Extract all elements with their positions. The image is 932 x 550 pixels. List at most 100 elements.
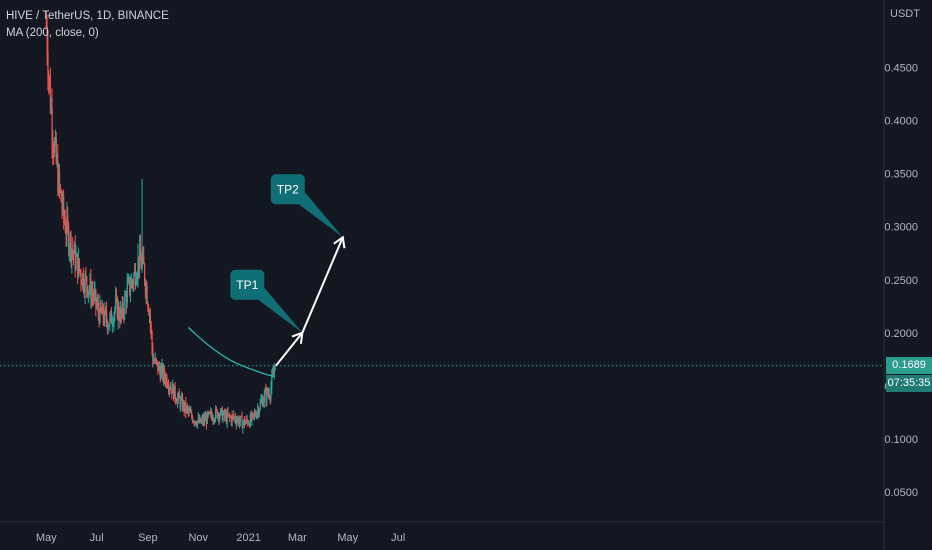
candle-up: [114, 308, 116, 315]
candle-up: [130, 279, 133, 289]
indicator-title[interactable]: MA (200, close, 0): [6, 27, 99, 39]
price-tick-label: 0.4000: [884, 116, 918, 128]
candle-down: [183, 402, 185, 411]
candle-down: [70, 235, 72, 260]
candle-up: [158, 364, 160, 371]
candle-down: [90, 279, 92, 301]
candle-down: [210, 412, 213, 417]
candle-down: [191, 416, 194, 422]
candle-up: [253, 413, 256, 415]
candle-down: [118, 305, 120, 318]
candle-up: [220, 408, 223, 410]
candle-down: [193, 421, 195, 423]
current-price-label: 0.1689: [886, 357, 932, 374]
candle-down: [254, 413, 256, 416]
candle-up: [205, 416, 207, 422]
candle-up: [163, 368, 165, 379]
candle-up: [203, 417, 205, 423]
candle-down: [206, 416, 208, 424]
candle-down: [139, 246, 142, 261]
candle-up: [149, 313, 151, 315]
candle-down: [235, 420, 237, 424]
callout-pointer: [298, 192, 343, 238]
tp-callout[interactable]: TP1: [230, 269, 303, 333]
candle-up: [141, 262, 143, 269]
ma-200-line: [187, 327, 276, 377]
candle-down: [157, 361, 159, 371]
candle-down: [174, 386, 176, 399]
candle-down: [106, 320, 109, 329]
candle-down: [246, 418, 248, 422]
symbol-title[interactable]: HIVE / TetherUS, 1D, BINANCE: [6, 10, 169, 22]
candle-down: [83, 288, 85, 293]
candle-down: [120, 308, 123, 316]
candle-down: [198, 417, 200, 423]
candle-up: [56, 160, 58, 162]
tp-callout[interactable]: TP2: [270, 174, 343, 238]
candle-down: [77, 254, 79, 277]
candle-down: [64, 221, 66, 232]
candle-down: [207, 412, 209, 415]
candle-down: [125, 295, 128, 303]
candle-up: [135, 280, 137, 284]
candle-down: [55, 137, 57, 162]
candle-up: [94, 289, 96, 292]
candle-up: [91, 292, 93, 301]
candle-down: [129, 277, 131, 293]
price-tick-label: 0.0500: [884, 487, 918, 499]
candle-up: [267, 393, 270, 395]
callout-box: [230, 269, 265, 300]
currency-unit[interactable]: USDT: [890, 8, 920, 20]
candle-down: [85, 275, 87, 277]
time-tick-label: Sep: [138, 532, 158, 544]
candle-up: [104, 308, 106, 323]
candle-up: [84, 275, 86, 293]
candle-down: [106, 311, 108, 321]
candle-up: [274, 365, 276, 371]
candle-up: [272, 373, 274, 376]
candle-up: [270, 387, 272, 399]
candle-down: [150, 324, 152, 332]
candle-down: [215, 408, 218, 410]
projection-arrow: [301, 236, 344, 334]
annotations-layer: TP1 TP2: [230, 174, 343, 333]
candle-down: [171, 388, 173, 395]
candle-up: [54, 142, 56, 154]
callout-box: [270, 174, 305, 205]
candle-down: [61, 201, 63, 209]
candle-down: [250, 414, 252, 421]
candle-up: [137, 256, 139, 276]
time-scale[interactable]: May Jul Sep Nov 2021 Mar May Jul: [36, 532, 405, 544]
candle-down: [152, 348, 154, 364]
candle-down: [218, 413, 220, 420]
candle-down: [168, 387, 170, 390]
candle-down: [148, 307, 150, 315]
candle-up: [251, 413, 253, 421]
candle-down: [243, 419, 246, 425]
candle-up: [50, 107, 52, 111]
time-tick-label: May: [36, 532, 57, 544]
candle-up: [177, 397, 179, 404]
candle-down: [45, 25, 47, 27]
candle-down: [172, 384, 175, 399]
candle-down: [187, 408, 190, 412]
candle-up: [244, 422, 247, 425]
candle-up: [219, 415, 221, 420]
candle-down: [74, 244, 76, 269]
candle-down: [59, 186, 61, 190]
candle-up: [261, 399, 263, 401]
candle-down: [47, 53, 49, 77]
candle-up: [223, 410, 225, 415]
price-tick-label: 0.4500: [884, 63, 918, 75]
candle-down: [272, 373, 275, 375]
candle-down: [144, 281, 147, 293]
candle-up: [77, 258, 80, 277]
candle-down: [156, 360, 158, 362]
candle-down: [98, 312, 100, 323]
candle-up: [264, 390, 266, 394]
candle-up: [139, 246, 141, 268]
candle-up: [111, 323, 114, 325]
candle-down: [234, 416, 237, 421]
candle-down: [151, 331, 153, 349]
